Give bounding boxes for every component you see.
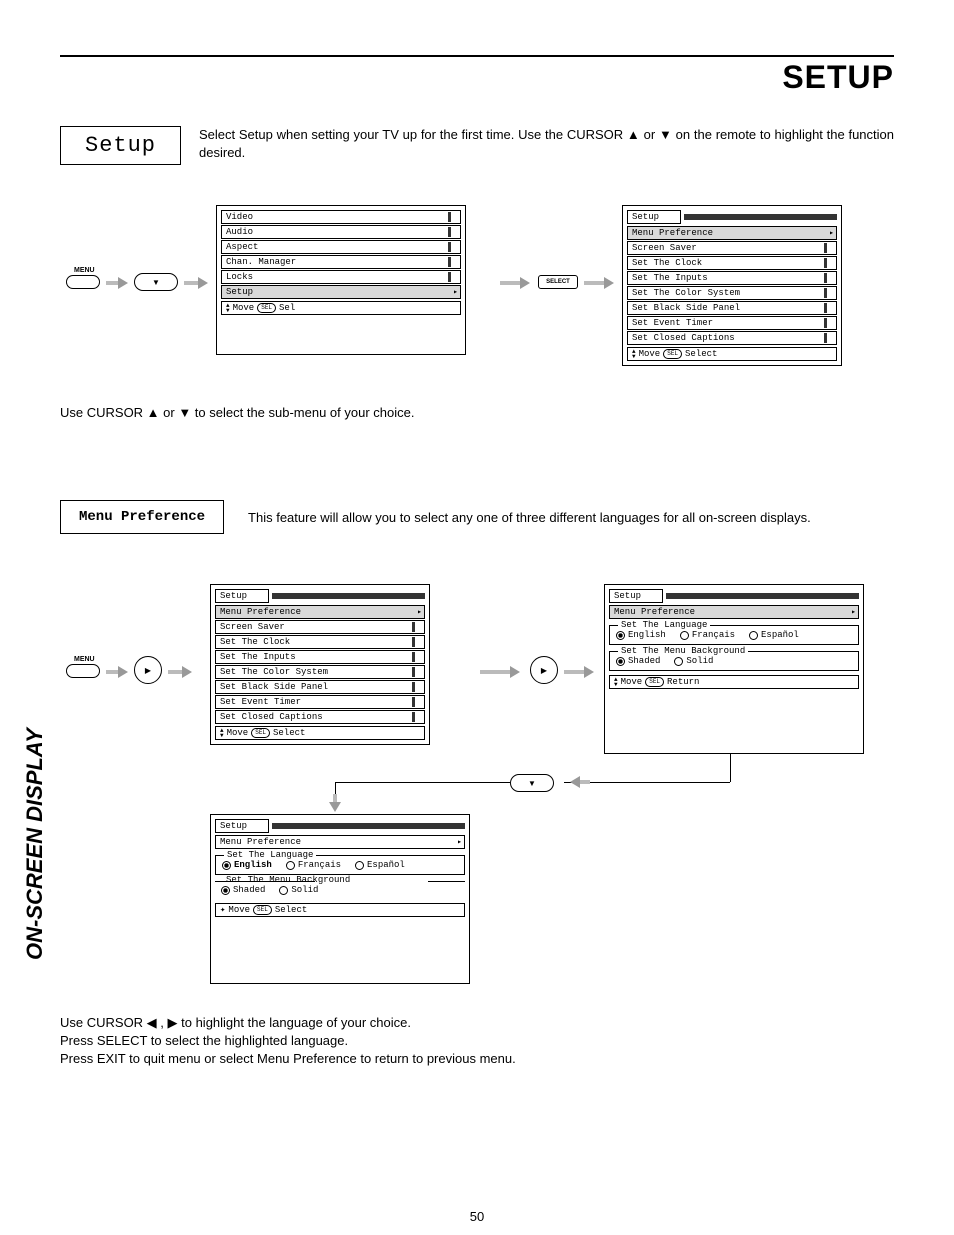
osd-item: Menu Preference xyxy=(609,605,859,619)
page-header-title: SETUP xyxy=(60,59,894,96)
osd-item: Set The Inputs xyxy=(627,271,837,285)
osd-item: Set Black Side Panel xyxy=(215,680,425,694)
osd-item: Menu Preference xyxy=(215,835,465,849)
osd-title: Setup xyxy=(609,589,663,603)
intro-text: Select Setup when setting your TV up for… xyxy=(199,126,894,161)
radio-option: Solid xyxy=(674,656,713,666)
sidebar-on-screen-display: ON-SCREEN DISPLAY xyxy=(22,728,48,960)
radio-option: English xyxy=(616,630,666,640)
osd-title: Setup xyxy=(627,210,681,224)
arrow-icon xyxy=(584,278,614,288)
osd-item: Locks xyxy=(221,270,461,284)
menu-label: MENU xyxy=(74,656,95,663)
radio-option: English xyxy=(222,860,272,870)
arrow-icon xyxy=(168,667,192,677)
menu-button-icon xyxy=(66,275,100,289)
menu-preference-text: This feature will allow you to select an… xyxy=(248,510,894,525)
sub-instruction: Use CURSOR ▲ or ▼ to select the sub-menu… xyxy=(60,405,894,420)
end-line: Use CURSOR ◀ , ▶ to highlight the langua… xyxy=(60,1014,894,1032)
down-button-icon: ▼ xyxy=(134,273,178,291)
group-label: Set The Menu Background xyxy=(223,875,353,885)
radio-option: Français xyxy=(286,860,341,870)
radio-option: Solid xyxy=(279,885,318,895)
osd-footer: ▲▼ Move SEL Select xyxy=(215,726,425,740)
osd-title-bar xyxy=(272,823,465,829)
osd-item: Menu Preference xyxy=(215,605,425,619)
osd-footer: ▲▼ Move SEL Return xyxy=(609,675,859,689)
group-label: Set The Language xyxy=(618,620,710,630)
osd-item: Set Closed Captions xyxy=(627,331,837,345)
osd-title-bar xyxy=(684,214,837,220)
osd-footer: ✦ Move SEL Select xyxy=(215,903,465,917)
end-instructions: Use CURSOR ◀ , ▶ to highlight the langua… xyxy=(60,1014,894,1069)
osd-item: Set The Color System xyxy=(215,665,425,679)
osd-item: Screen Saver xyxy=(627,241,837,255)
background-group: Set The Menu Background ShadedSolid xyxy=(609,651,859,671)
arrow-icon xyxy=(480,667,520,677)
menu-button-icon xyxy=(66,664,100,678)
osd-item: Video xyxy=(221,210,461,224)
end-line: Press EXIT to quit menu or select Menu P… xyxy=(60,1050,894,1068)
fourway-icon: ✦ xyxy=(220,905,225,915)
radio-option: Español xyxy=(749,630,799,640)
arrow-icon xyxy=(106,667,128,677)
osd-pref-panel-2: Setup Menu Preference Set The Language E… xyxy=(210,814,470,984)
background-group: Set The Menu Background ShadedSolid xyxy=(215,879,465,899)
osd-item: Set Event Timer xyxy=(627,316,837,330)
arrow-icon xyxy=(330,794,340,812)
flow-area-2: MENU ▶ Setup Menu PreferenceScreen Saver… xyxy=(60,584,894,1004)
osd-pref-panel-1: Setup Menu Preference Set The Language E… xyxy=(604,584,864,754)
arrow-icon xyxy=(570,777,590,787)
group-label: Set The Menu Background xyxy=(618,646,748,656)
osd-item: Set Black Side Panel xyxy=(627,301,837,315)
connector-line xyxy=(335,782,510,783)
osd-item: Aspect xyxy=(221,240,461,254)
osd-title: Setup xyxy=(215,819,269,833)
flow-area-1: MENU ▼ VideoAudioAspectChan. ManagerLock… xyxy=(60,205,894,375)
setup-box: Setup xyxy=(60,126,181,165)
right-button-icon: ▶ xyxy=(530,656,558,684)
radio-option: Shaded xyxy=(221,885,265,895)
osd-main-menu: VideoAudioAspectChan. ManagerLocksSetup … xyxy=(216,205,466,355)
radio-option: Français xyxy=(680,630,735,640)
arrow-icon xyxy=(564,667,594,677)
right-button-icon: ▶ xyxy=(134,656,162,684)
down-button-icon: ▼ xyxy=(510,774,554,792)
menu-preference-box: Menu Preference xyxy=(60,500,224,534)
radio-option: Español xyxy=(355,860,405,870)
arrow-icon xyxy=(106,278,128,288)
osd-title-bar xyxy=(272,593,425,599)
osd-item: Chan. Manager xyxy=(221,255,461,269)
osd-item: Setup xyxy=(221,285,461,299)
arrow-icon xyxy=(184,278,208,288)
osd-item: Set The Clock xyxy=(627,256,837,270)
osd-item: Set Event Timer xyxy=(215,695,425,709)
language-group: Set The Language EnglishFrançaisEspañol xyxy=(215,855,465,875)
osd-title-bar xyxy=(666,593,859,599)
osd-footer: ▲▼ Move SEL Sel xyxy=(221,301,461,315)
osd-setup-menu-2: Setup Menu PreferenceScreen SaverSet The… xyxy=(210,584,430,745)
osd-footer: ▲▼ Move SEL Select xyxy=(627,347,837,361)
menu-label: MENU xyxy=(74,267,95,274)
osd-item: Audio xyxy=(221,225,461,239)
osd-item: Screen Saver xyxy=(215,620,425,634)
osd-title: Setup xyxy=(215,589,269,603)
osd-item: Set The Color System xyxy=(627,286,837,300)
page-number: 50 xyxy=(60,1209,894,1224)
radio-option: Shaded xyxy=(616,656,660,666)
select-button-icon: SELECT xyxy=(538,275,578,289)
language-group: Set The Language EnglishFrançaisEspañol xyxy=(609,625,859,645)
osd-item: Set The Inputs xyxy=(215,650,425,664)
header-rule xyxy=(60,55,894,57)
connector-line xyxy=(730,754,731,782)
end-line: Press SELECT to select the highlighted l… xyxy=(60,1032,894,1050)
osd-item: Set The Clock xyxy=(215,635,425,649)
osd-setup-menu-1: Setup Menu PreferenceScreen SaverSet The… xyxy=(622,205,842,366)
osd-item: Menu Preference xyxy=(627,226,837,240)
osd-item: Set Closed Captions xyxy=(215,710,425,724)
arrow-icon xyxy=(500,278,530,288)
group-label: Set The Language xyxy=(224,850,316,860)
